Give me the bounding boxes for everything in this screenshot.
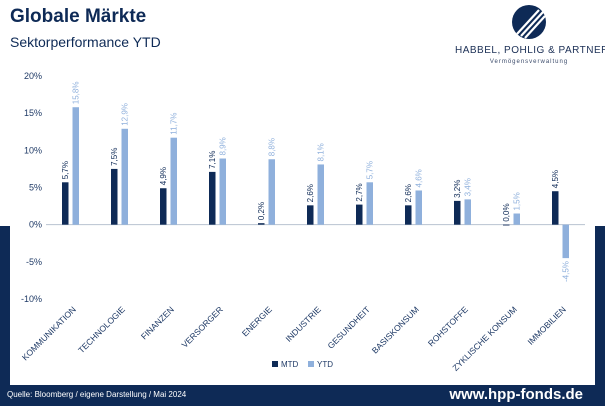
website-link[interactable]: www.hpp-fonds.de bbox=[449, 386, 583, 403]
x-tick-label: VERSORGER bbox=[179, 304, 224, 349]
y-tick-label: 0% bbox=[29, 220, 42, 230]
legend-swatch-mtd bbox=[272, 361, 278, 367]
y-tick-label: 20% bbox=[24, 71, 42, 81]
source-note: Quelle: Bloomberg / eigene Darstellung /… bbox=[7, 390, 187, 399]
bar-ytd bbox=[219, 158, 226, 225]
bar-mtd bbox=[503, 224, 510, 226]
chart-subtitle: Sektorperformance YTD bbox=[10, 34, 161, 50]
logo-name: HABBEL, POHLIG & PARTNER bbox=[455, 45, 605, 56]
bar-ytd bbox=[268, 159, 275, 225]
bar-ytd bbox=[121, 128, 128, 225]
y-tick-label: 5% bbox=[29, 183, 42, 193]
bar-mtd bbox=[62, 182, 69, 225]
bar-ytd bbox=[415, 190, 422, 225]
left-band bbox=[0, 226, 10, 391]
data-label-ytd: 12,9% bbox=[121, 103, 130, 126]
legend-label-mtd: MTD bbox=[281, 360, 299, 369]
data-label-ytd: 15,8% bbox=[72, 82, 81, 105]
data-label-mtd: 2,6% bbox=[404, 184, 413, 202]
header: Globale Märkte Sektorperformance YTD HAB… bbox=[0, 0, 605, 70]
data-label-ytd: 11,7% bbox=[170, 113, 179, 135]
legend-swatch-ytd bbox=[308, 361, 314, 367]
bar-ytd bbox=[464, 199, 471, 225]
bar-mtd bbox=[454, 200, 461, 225]
x-tick-label: INDUSTRIE bbox=[283, 304, 323, 344]
data-label-mtd: 7,5% bbox=[110, 148, 119, 166]
chart-panel: -10% -5% 0% 5% 10% 15% 20% 5,7% 15,8% KOMMUNIKATI… bbox=[10, 70, 595, 391]
y-tick-label: 10% bbox=[24, 145, 42, 155]
bar-mtd bbox=[552, 191, 559, 225]
y-tick-label: -10% bbox=[21, 294, 42, 304]
bar-ytd bbox=[562, 224, 569, 259]
company-logo: HABBEL, POHLIG & PARTNER Vermögensverwal… bbox=[455, 4, 605, 68]
data-label-mtd: 5,7% bbox=[61, 161, 70, 179]
data-label-mtd: 4,5% bbox=[551, 170, 560, 188]
bar-mtd bbox=[405, 205, 412, 225]
x-tick-label: GESUNDHEIT bbox=[325, 304, 371, 350]
data-label-mtd: 3,2% bbox=[453, 180, 462, 198]
chart-title: Globale Märkte bbox=[10, 6, 147, 27]
data-label-ytd: 8,9% bbox=[219, 137, 228, 155]
data-label-ytd: -4,5% bbox=[562, 261, 571, 282]
x-tick-label: ROHSTOFFE bbox=[426, 304, 470, 348]
x-tick-label: KOMMUNIKATION bbox=[20, 304, 78, 362]
data-label-ytd: 3,4% bbox=[464, 178, 473, 196]
x-tick-label: TECHNOLOGIE bbox=[76, 304, 127, 355]
data-label-ytd: 4,6% bbox=[415, 169, 424, 187]
bar-mtd bbox=[111, 168, 118, 225]
bar-chart: -10% -5% 0% 5% 10% 15% 20% 5,7% 15,8% KOMMUNIKATI… bbox=[20, 71, 585, 373]
right-band bbox=[595, 226, 605, 391]
x-tick-label: ENERGIE bbox=[240, 304, 274, 338]
data-label-mtd: 2,7% bbox=[355, 183, 364, 201]
bar-ytd bbox=[72, 107, 79, 225]
data-label-mtd: 2,6% bbox=[306, 184, 315, 202]
bar-ytd bbox=[513, 213, 520, 225]
logo-emblem-icon bbox=[512, 5, 546, 39]
logo-tagline: Vermögensverwaltung bbox=[489, 59, 569, 65]
data-label-mtd: 0,0% bbox=[502, 203, 511, 221]
bar-mtd bbox=[258, 223, 265, 225]
data-label-ytd: 8,8% bbox=[268, 138, 277, 156]
y-tick-label: 15% bbox=[24, 108, 42, 118]
data-label-mtd: 0,2% bbox=[257, 202, 266, 220]
data-label-mtd: 4,9% bbox=[159, 167, 168, 185]
bar-ytd bbox=[317, 164, 324, 225]
bar-mtd bbox=[160, 188, 167, 225]
bar-ytd bbox=[366, 182, 373, 225]
y-tick-label: -5% bbox=[26, 257, 42, 267]
x-tick-label: FINANZEN bbox=[139, 304, 176, 341]
x-tick-label: BASISKONSUM bbox=[370, 304, 421, 355]
bar-mtd bbox=[209, 171, 216, 225]
bar-mtd bbox=[307, 205, 314, 225]
x-tick-label: IMMOBILIEN bbox=[525, 304, 567, 346]
data-label-mtd: 7,1% bbox=[208, 151, 217, 169]
legend-label-ytd: YTD bbox=[317, 360, 333, 369]
data-label-ytd: 5,7% bbox=[366, 161, 375, 179]
bar-mtd bbox=[356, 204, 363, 225]
data-label-ytd: 1,5% bbox=[513, 192, 522, 210]
data-label-ytd: 8,1% bbox=[317, 143, 326, 161]
footer: Quelle: Bloomberg / eigene Darstellung /… bbox=[0, 385, 605, 406]
bar-ytd bbox=[170, 137, 177, 225]
